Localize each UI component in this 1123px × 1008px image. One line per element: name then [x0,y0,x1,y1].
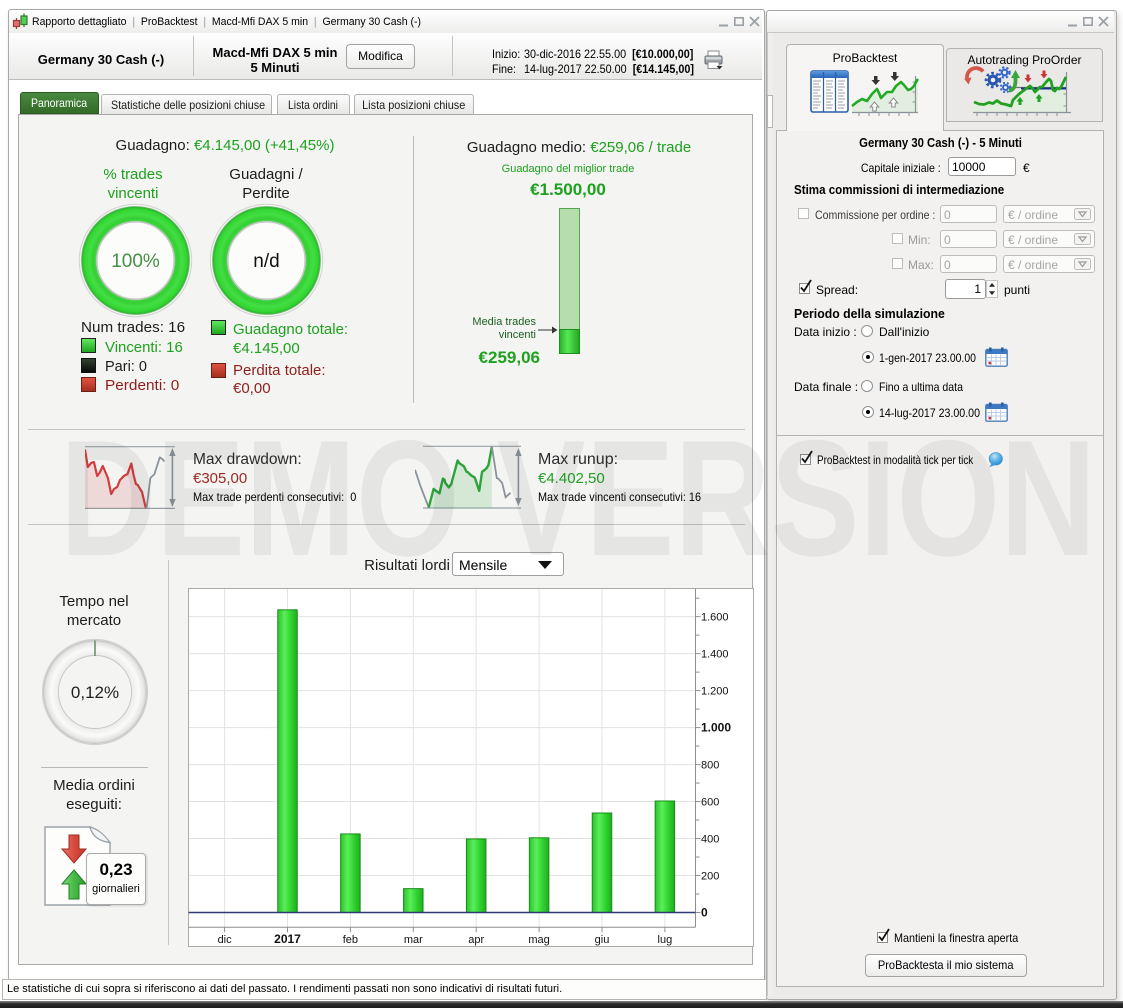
svg-text:feb: feb [343,934,358,946]
svg-text:2017: 2017 [274,932,301,946]
svg-text:1.600: 1.600 [701,612,729,624]
svg-text:400: 400 [701,834,719,846]
svg-text:800: 800 [701,760,719,772]
svg-text:mag: mag [528,934,549,946]
svg-text:giu: giu [595,934,610,946]
svg-text:0,12%: 0,12% [71,683,119,702]
svg-text:1.200: 1.200 [701,686,729,698]
svg-text:600: 600 [701,797,719,809]
svg-text:dic: dic [218,934,233,946]
svg-text:1.000: 1.000 [701,721,731,735]
svg-text:n/d: n/d [253,251,279,272]
svg-text:100%: 100% [111,251,160,272]
svg-text:mar: mar [404,934,423,946]
svg-text:200: 200 [701,871,719,883]
svg-text:apr: apr [468,934,484,946]
svg-text:lug: lug [658,934,673,946]
svg-text:0: 0 [701,906,708,920]
svg-text:1.400: 1.400 [701,649,729,661]
